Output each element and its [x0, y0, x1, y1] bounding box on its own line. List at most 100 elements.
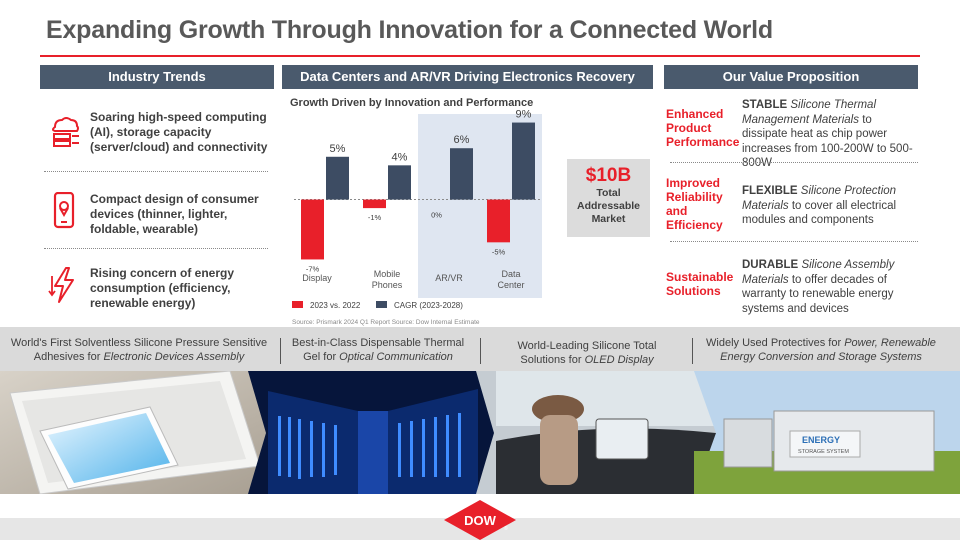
- product-item-adhesives: World's First Solventless Silicone Press…: [2, 336, 276, 364]
- tam-box: $10B Total Addressable Market: [567, 159, 650, 237]
- product-application: Optical Communication: [339, 351, 453, 363]
- photo-data-center: [248, 371, 498, 494]
- value-material: Silicone Thermal Management Materials: [742, 99, 877, 126]
- value-keyword: FLEXIBLE: [742, 185, 798, 197]
- divider: [44, 171, 268, 172]
- growth-chart: Growth Driven by Innovation and Performa…: [282, 92, 562, 332]
- value-label-line: Product: [666, 121, 712, 135]
- category-label: Display: [302, 273, 332, 283]
- product-text: Widely Used Protectives for: [706, 337, 845, 349]
- data-label: 5%: [330, 143, 346, 155]
- bar-yoy: [487, 199, 510, 243]
- cloud-server-icon: [46, 112, 82, 148]
- trend-text: Compact design of consumer devices (thin…: [90, 192, 259, 236]
- value-label-line: Enhanced: [666, 107, 724, 121]
- product-text: World-Leading Silicone Total Solutions f…: [517, 340, 657, 366]
- category-label: AR/VR: [435, 273, 463, 283]
- title-divider: [40, 55, 920, 57]
- value-text-flexible: FLEXIBLE Silicone Protection Materials t…: [742, 184, 920, 228]
- band-separator: [692, 338, 693, 364]
- tam-label-2: Addressable: [576, 200, 641, 212]
- smartphone-icon: [46, 191, 82, 229]
- product-text: World's First Solventless Silicone Press…: [10, 337, 268, 363]
- dow-logo: DOW ®: [438, 500, 522, 540]
- value-text-stable: STABLE Silicone Thermal Management Mater…: [742, 98, 920, 171]
- band-separator: [480, 338, 481, 364]
- photo-energy-storage: ENERGY STORAGE SYSTEM: [694, 371, 960, 494]
- value-label-line: Efficiency: [666, 218, 723, 232]
- data-centers-header: Data Centers and AR/VR Driving Electroni…: [282, 65, 653, 89]
- value-label-line: Solutions: [666, 284, 721, 298]
- bar-yoy: [301, 199, 324, 260]
- data-label: 9%: [516, 109, 532, 121]
- tam-label-3: Market: [591, 213, 626, 225]
- bar-cagr: [512, 122, 535, 200]
- chart-title: Growth Driven by Innovation and Performa…: [290, 97, 534, 109]
- value-label-sustainable: Sustainable Solutions: [666, 270, 733, 298]
- product-item-oled: World-Leading Silicone Total Solutions f…: [505, 339, 669, 367]
- trend-item-computing: Soaring high-speed computing (AI), stora…: [40, 104, 274, 162]
- trend-text: Rising concern of energy consumption (ef…: [90, 266, 235, 310]
- trend-item-devices: Compact design of consumer devices (thin…: [40, 184, 274, 242]
- value-keyword: DURABLE: [742, 259, 799, 271]
- energy-sign-subtext: STORAGE SYSTEM: [798, 449, 849, 455]
- industry-trends-header: Industry Trends: [40, 65, 274, 89]
- data-label: 4%: [392, 151, 408, 163]
- product-text: Best-in-Class Dispensable Thermal Gel fo…: [291, 337, 465, 363]
- value-label-line: Performance: [666, 135, 740, 149]
- bar-cagr: [326, 156, 349, 200]
- band-separator: [280, 338, 281, 364]
- value-text-durable: DURABLE Silicone Assembly Materials to o…: [742, 258, 920, 316]
- category-label: Center: [497, 280, 524, 290]
- tam-label-1: Total: [596, 187, 621, 199]
- product-application: Power, Renewable Energy Conversion and S…: [720, 337, 936, 363]
- page-title: Expanding Growth Through Innovation for …: [46, 16, 773, 44]
- photo-tablet-phone: [0, 371, 272, 494]
- value-material: Silicone Assembly Materials: [742, 259, 895, 286]
- bar-yoy: [363, 199, 386, 209]
- bar-cagr: [388, 165, 411, 200]
- data-label: 6%: [454, 134, 470, 146]
- product-item-protectives: Widely Used Protectives for Power, Renew…: [706, 336, 936, 364]
- product-application: Electronic Devices Assembly: [103, 351, 245, 363]
- data-label: 0%: [431, 211, 442, 220]
- product-application: OLED Display: [584, 354, 654, 366]
- value-label-line: and: [666, 204, 688, 218]
- divider: [44, 248, 268, 249]
- divider: [670, 162, 918, 163]
- legend-swatch: [376, 301, 387, 308]
- energy-bolt-icon: [46, 266, 82, 303]
- legend-swatch: [292, 301, 303, 308]
- value-description: to dissipate heat as chip power increase…: [742, 113, 913, 170]
- energy-sign-text: ENERGY: [802, 435, 840, 445]
- category-label: Data: [501, 269, 520, 279]
- category-label: Phones: [372, 280, 403, 290]
- data-label: -7%: [306, 264, 320, 273]
- trend-item-energy: Rising concern of energy consumption (ef…: [40, 262, 274, 320]
- value-material: Silicone Protection Materials: [742, 185, 897, 212]
- legend-label: 2023 vs. 2022: [310, 301, 361, 310]
- value-description: to cover all electrical modules and comp…: [742, 199, 897, 227]
- product-item-thermal-gel: Best-in-Class Dispensable Thermal Gel fo…: [286, 336, 470, 364]
- legend-label: CAGR (2023-2028): [394, 301, 463, 310]
- value-proposition-header: Our Value Proposition: [664, 65, 918, 89]
- value-label-line: Improved: [666, 176, 721, 190]
- data-label: -1%: [368, 213, 382, 222]
- category-label: Mobile: [374, 269, 401, 279]
- data-label: -5%: [492, 247, 506, 256]
- divider: [670, 241, 918, 242]
- photo-car-display: [476, 371, 716, 494]
- value-description: to offer decades of warranty to renewabl…: [742, 273, 894, 315]
- value-label-line: Sustainable: [666, 270, 734, 284]
- trend-text: Soaring high-speed computing (AI), stora…: [90, 110, 268, 154]
- value-label-performance: Enhanced Product Performance: [666, 107, 739, 149]
- bar-cagr: [450, 148, 473, 200]
- chart-source: Source: Prismark 2024 Q1 Report Source: …: [292, 319, 480, 326]
- dow-logo-text: DOW: [464, 513, 497, 528]
- value-label-line: Reliability: [666, 190, 723, 204]
- dow-logo-mark: ®: [504, 525, 508, 532]
- tam-value: $10B: [585, 165, 632, 186]
- value-keyword: STABLE: [742, 99, 788, 111]
- value-label-reliability: Improved Reliability and Efficiency: [666, 176, 723, 232]
